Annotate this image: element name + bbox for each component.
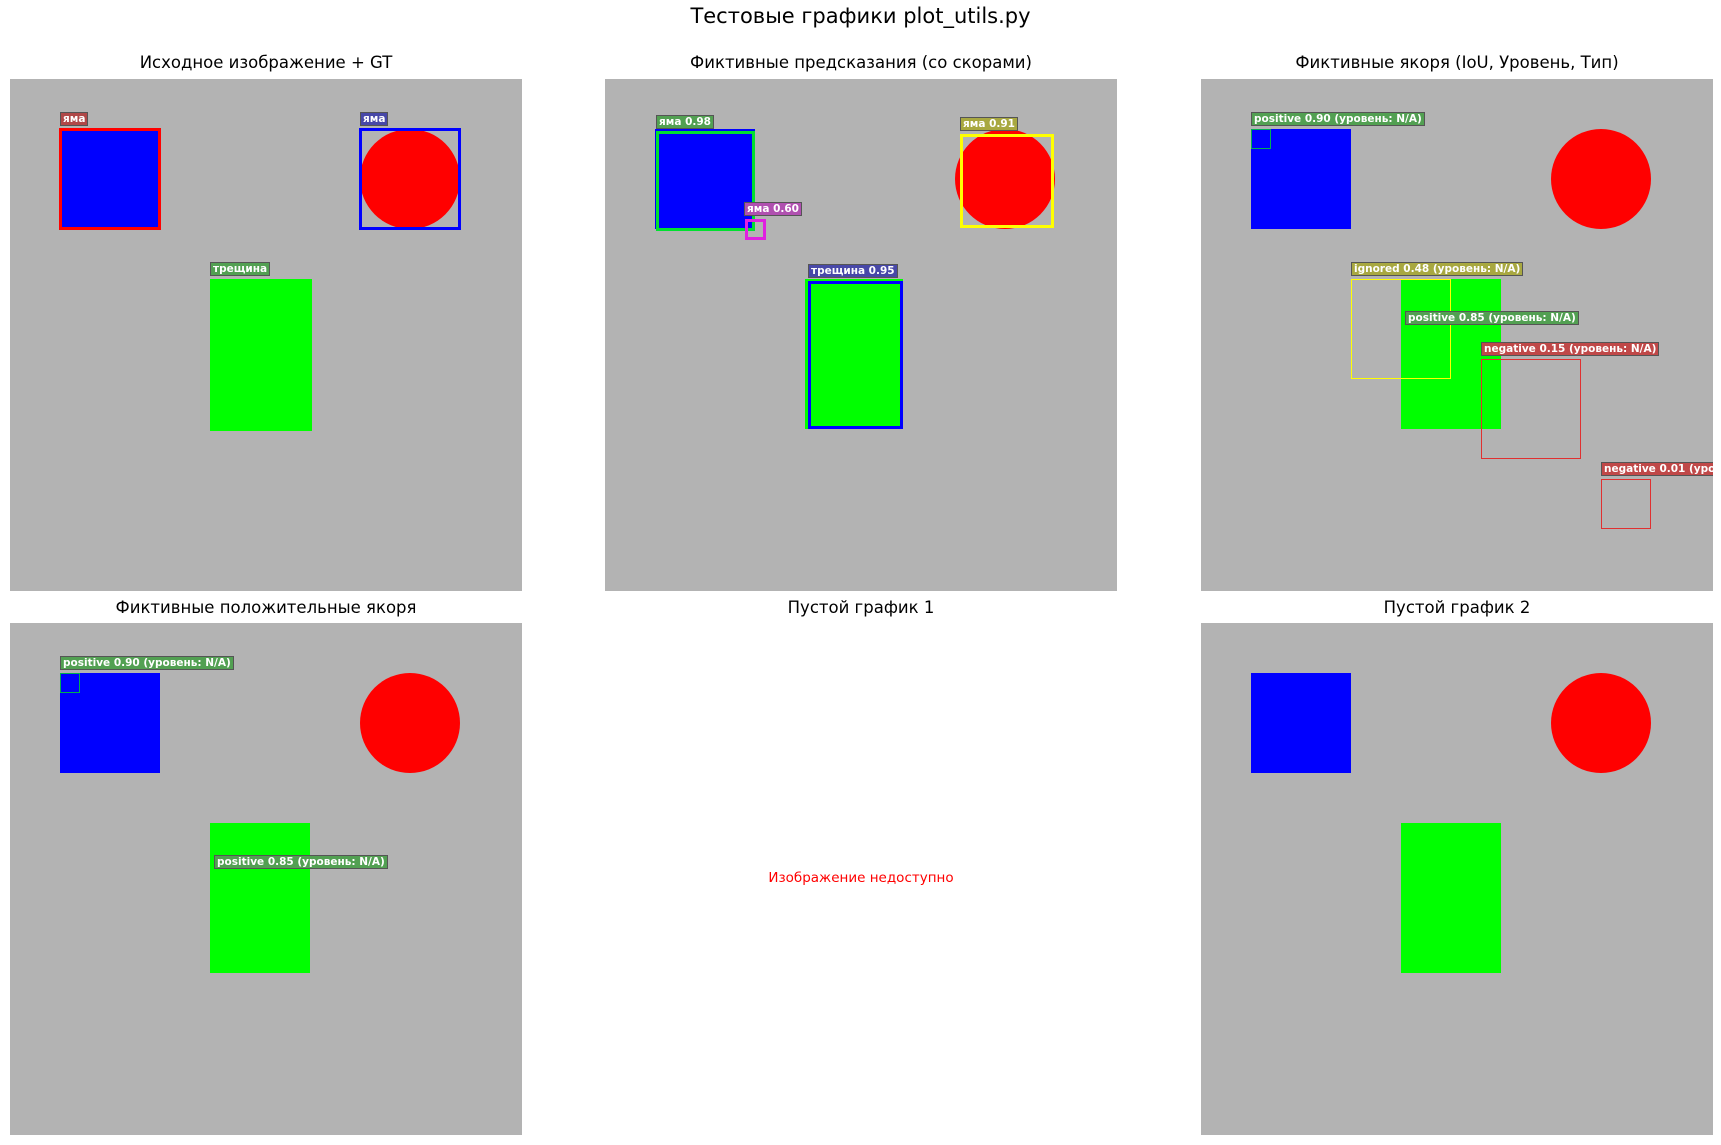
anchor-label-ignored: ignored 0.48 (уровень: N/A) (1351, 262, 1524, 276)
pred-box-pit-circle (960, 134, 1054, 228)
panel-title-positive-anchors: Фиктивные положительные якоря (115, 598, 417, 617)
pred-box-pit-square (656, 131, 755, 231)
gt-box-pit-1 (59, 128, 161, 230)
panel-empty-1: Изображение недоступно (605, 623, 1117, 1135)
panel-title-empty-1: Пустой график 1 (787, 598, 935, 617)
pit-square-shape (60, 129, 160, 229)
anchor-label-positive-1: positive 0.90 (уровень: N/A) (60, 656, 234, 670)
pred-label-crack: трещина 0.95 (808, 264, 898, 278)
anchor-label-positive-1: positive 0.90 (уровень: N/A) (1251, 112, 1425, 126)
pit-square-shape (655, 129, 755, 229)
anchor-box-ignored (1351, 279, 1451, 379)
pit-square-shape (1251, 673, 1351, 773)
pit-circle-shape (360, 129, 460, 229)
crack-rect-shape (1401, 823, 1501, 973)
anchor-label-positive-2: positive 0.85 (уровень: N/A) (1405, 311, 1579, 325)
pred-box-pit-small (745, 219, 766, 240)
anchor-label-negative-1: negative 0.15 (уровень: N/A) (1481, 342, 1660, 356)
panel-predictions: яма 0.98 яма 0.60 яма 0.91 трещина 0.95 (605, 79, 1117, 591)
gt-box-pit-2 (359, 128, 461, 230)
anchor-box-positive-1 (60, 673, 80, 693)
panel-title-anchors: Фиктивные якоря (IoU, Уровень, Тип) (1295, 53, 1619, 72)
gt-label-pit-2: яма (360, 112, 389, 126)
anchor-box-negative-2 (1601, 479, 1651, 529)
gt-label-pit-1: яма (60, 112, 89, 126)
pred-label-pit-circle: яма 0.91 (960, 117, 1018, 131)
pit-square-shape (60, 673, 160, 773)
panel-empty-2-image (1201, 623, 1713, 1135)
panel-gt-image: яма яма трещина (10, 79, 522, 591)
panel-positive-anchors: positive 0.90 (уровень: N/A) positive 0.… (10, 623, 522, 1135)
pred-label-pit-small: яма 0.60 (744, 202, 802, 216)
figure-title: Тестовые графики plot_utils.py (690, 4, 1031, 28)
anchor-label-negative-2: negative 0.01 (уровень: N/A) (1601, 462, 1713, 476)
pred-box-crack (808, 281, 903, 429)
pit-circle-shape (955, 129, 1055, 229)
anchor-box-negative-1 (1481, 359, 1581, 459)
pred-label-pit-square: яма 0.98 (656, 115, 714, 129)
crack-rect-shape (210, 823, 310, 973)
anchor-box-positive-1 (1251, 129, 1271, 149)
crack-rect-shape (210, 279, 312, 431)
pit-square-shape (1251, 129, 1351, 229)
panel-title-predictions: Фиктивные предсказания (со скорами) (690, 53, 1032, 72)
pit-circle-shape (1551, 673, 1651, 773)
gt-label-crack: трещина (210, 262, 271, 276)
panel-anchors: positive 0.90 (уровень: N/A) ignored 0.4… (1201, 79, 1713, 591)
panel-title-gt: Исходное изображение + GT (139, 53, 393, 72)
crack-rect-shape (805, 279, 903, 429)
anchor-label-positive-2: positive 0.85 (уровень: N/A) (214, 855, 388, 869)
pit-circle-shape (360, 673, 460, 773)
pit-circle-shape (1551, 129, 1651, 229)
panel-title-empty-2: Пустой график 2 (1383, 598, 1531, 617)
image-unavailable-message: Изображение недоступно (768, 870, 954, 886)
